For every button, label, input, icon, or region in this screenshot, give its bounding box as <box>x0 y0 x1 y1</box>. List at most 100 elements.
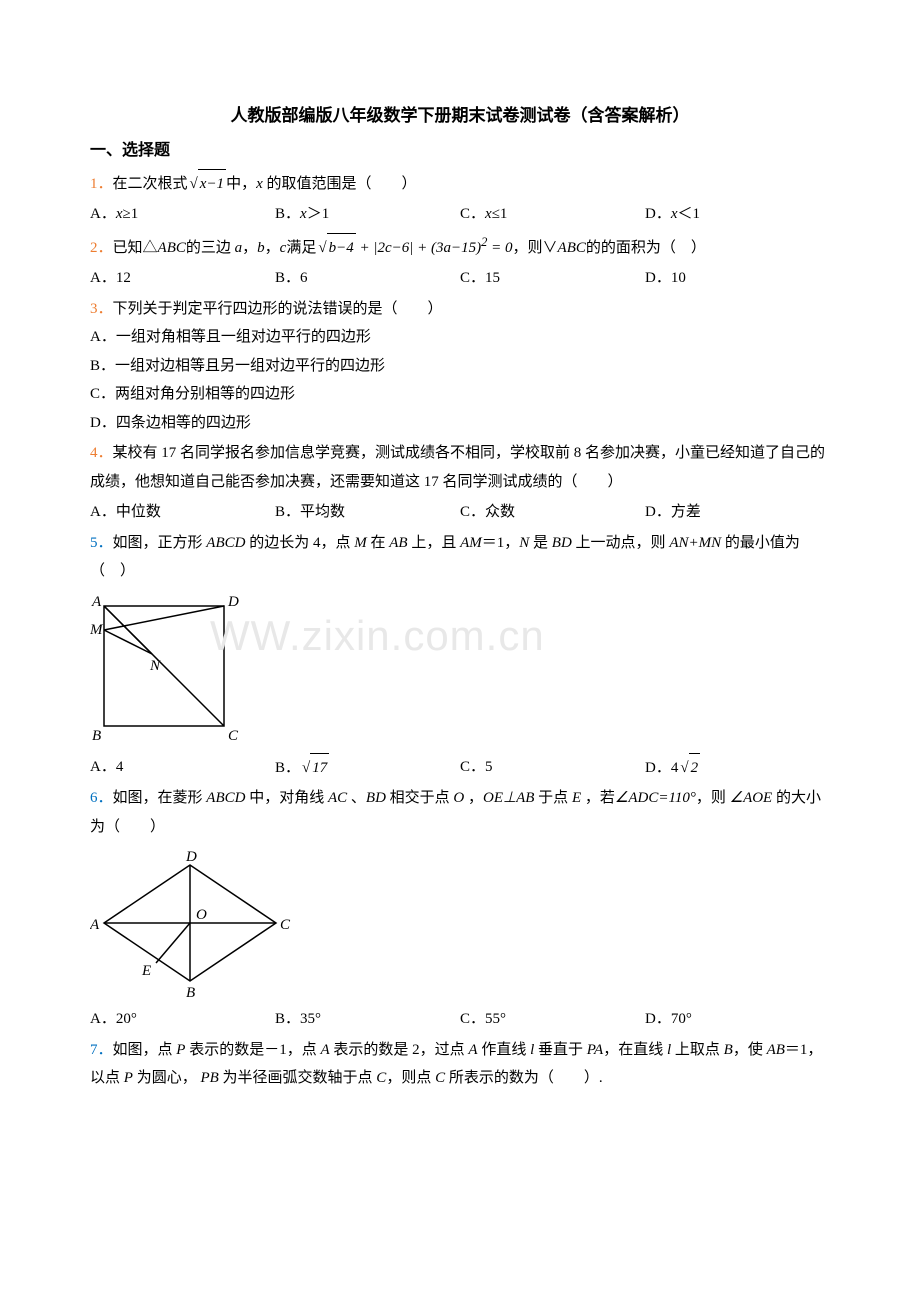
q6-t6: 相交于点 <box>390 790 450 806</box>
q1-var: x <box>256 176 263 192</box>
q7-t14: ，使 <box>733 1042 763 1058</box>
svg-text:B: B <box>186 985 195 999</box>
q2-t6: ， <box>265 240 280 256</box>
question-3: 3．下列关于判定平行四边形的说法错误的是（ ） <box>90 295 830 324</box>
q4-text: 某校有 17 名同学报名参加信息学竞赛，测试成绩各不相同，学校取前 8 名参加决… <box>90 445 825 490</box>
q4-opt-d: D．方差 <box>645 498 830 527</box>
qnum-5: 5． <box>90 535 113 551</box>
q7-t15: AB <box>767 1042 785 1058</box>
q6-t15: ∠AOE <box>730 790 773 806</box>
q1-math: x−1 <box>188 176 227 192</box>
q6-opt-d: D．70° <box>645 1005 830 1034</box>
q3c-l: C． <box>90 386 115 402</box>
q1-text-3: 的取值范围是（ ） <box>267 176 417 192</box>
q3b-t: 一组对边相等且另一组对边平行的四边形 <box>115 358 385 374</box>
q7-t21: C <box>376 1070 386 1086</box>
q5d-sqrt: 2 <box>678 753 700 783</box>
q1-opt-c-label: C． <box>460 206 485 222</box>
q7-t1: P <box>176 1042 185 1058</box>
q3d-t: 四条边相等的四边形 <box>116 415 251 431</box>
q6c-l: C． <box>460 1011 485 1027</box>
qnum-7: 7． <box>90 1042 113 1058</box>
q2-options: A．12 B．6 C．15 D．10 <box>90 264 830 293</box>
q5-options: A．4 B．17 C．5 D．42 <box>90 753 830 783</box>
q6-t12: ，若 <box>585 790 615 806</box>
q7-t9: PA <box>587 1042 603 1058</box>
svg-text:D: D <box>227 594 239 610</box>
q2b-l: B． <box>275 270 300 286</box>
q5a-l: A． <box>90 759 116 775</box>
q6-options: A．20° B．35° C．55° D．70° <box>90 1005 830 1034</box>
q7-t13: B <box>724 1042 733 1058</box>
q3d-l: D． <box>90 415 116 431</box>
qnum-4: 4． <box>90 445 113 461</box>
q6-t13: ∠ADC=110° <box>615 790 696 806</box>
q6-t14: ，则 <box>696 790 726 806</box>
q4c-t: 众数 <box>485 504 515 520</box>
q7-t7: l <box>530 1042 534 1058</box>
document-title: 人教版部编版八年级数学下册期末试卷测试卷（含答案解析） <box>90 100 830 132</box>
qnum-3: 3． <box>90 301 113 317</box>
q7-t11: l <box>667 1042 671 1058</box>
q5b-l: B． <box>275 760 300 776</box>
q5-opt-a: A．4 <box>90 753 275 783</box>
q1-opt-a-var: x <box>116 206 123 222</box>
question-5: 5．如图，正方形 ABCD 的边长为 4，点 M 在 AB 上，且 AM＝1，N… <box>90 529 830 586</box>
svg-text:E: E <box>141 963 151 979</box>
q4a-l: A． <box>90 504 116 520</box>
q4b-l: B． <box>275 504 300 520</box>
q1-opt-b: B．x＞1 <box>275 200 460 229</box>
q2-t1: ABC <box>158 240 186 256</box>
q5-opt-c: C．5 <box>460 753 645 783</box>
square-svg: A D M N B C <box>90 592 250 747</box>
figure-square: A D M N B C <box>90 592 830 747</box>
qnum-2: 2． <box>90 240 113 256</box>
svg-text:C: C <box>228 728 239 744</box>
q3a-l: A． <box>90 329 116 345</box>
q7-t0: 如图，点 <box>113 1042 173 1058</box>
rhombus-svg: D O A C E B <box>90 847 300 999</box>
q6-t2: 中，对角线 <box>249 790 324 806</box>
svg-text:O: O <box>196 907 207 923</box>
q2d-t: 10 <box>671 270 686 286</box>
q5-t13: AN+MN <box>669 535 721 551</box>
q7-t23: C <box>435 1070 445 1086</box>
q6b-l: B． <box>275 1011 300 1027</box>
q1-opt-b-var: x <box>300 206 307 222</box>
q7-t17: P <box>124 1070 133 1086</box>
q5-t0: 如图，正方形 <box>113 535 203 551</box>
q7-t18: 为圆心， <box>137 1070 197 1086</box>
q3a-t: 一组对角相等且一组对边平行的四边形 <box>116 329 371 345</box>
q2-opt-b: B．6 <box>275 264 460 293</box>
q7-t6: 作直线 <box>481 1042 526 1058</box>
q6-opt-c: C．55° <box>460 1005 645 1034</box>
svg-text:B: B <box>92 728 101 744</box>
q7-t2: 表示的数是－1，点 <box>189 1042 317 1058</box>
q3-opt-d: D．四条边相等的四边形 <box>90 409 830 438</box>
q3-opt-b: B．一组对边相等且另一组对边平行的四边形 <box>90 352 830 381</box>
q7-t19: PB <box>200 1070 218 1086</box>
q1-text-1: 在二次根式 <box>113 176 188 192</box>
q5-t11: BD <box>552 535 572 551</box>
q1-opt-c-var: x <box>485 206 492 222</box>
q6a-l: A． <box>90 1011 116 1027</box>
q6-t7: O <box>453 790 464 806</box>
q2-t4: ， <box>242 240 257 256</box>
q6-t5: BD <box>366 790 386 806</box>
q1-text-2: 中， <box>226 176 256 192</box>
q4b-t: 平均数 <box>300 504 345 520</box>
q1-opt-b-label: B． <box>275 206 300 222</box>
q5b-sqrt-val: 17 <box>310 753 329 783</box>
q3-text: 下列关于判定平行四边形的说法错误的是（ ） <box>113 301 443 317</box>
q2c-t: 15 <box>485 270 500 286</box>
q2-t5: b <box>257 240 265 256</box>
q7-t24: 所表示的数为（ ）. <box>449 1070 603 1086</box>
svg-text:D: D <box>185 849 197 865</box>
q4-opt-a: A．中位数 <box>90 498 275 527</box>
q1-opt-d-var: x <box>671 206 678 222</box>
q7-t5: A <box>468 1042 477 1058</box>
question-1: 1．在二次根式x−1中，x 的取值范围是（ ） <box>90 169 830 199</box>
q7-t10: ，在直线 <box>603 1042 663 1058</box>
q6c-t: 55° <box>485 1011 506 1027</box>
svg-text:N: N <box>149 658 161 674</box>
